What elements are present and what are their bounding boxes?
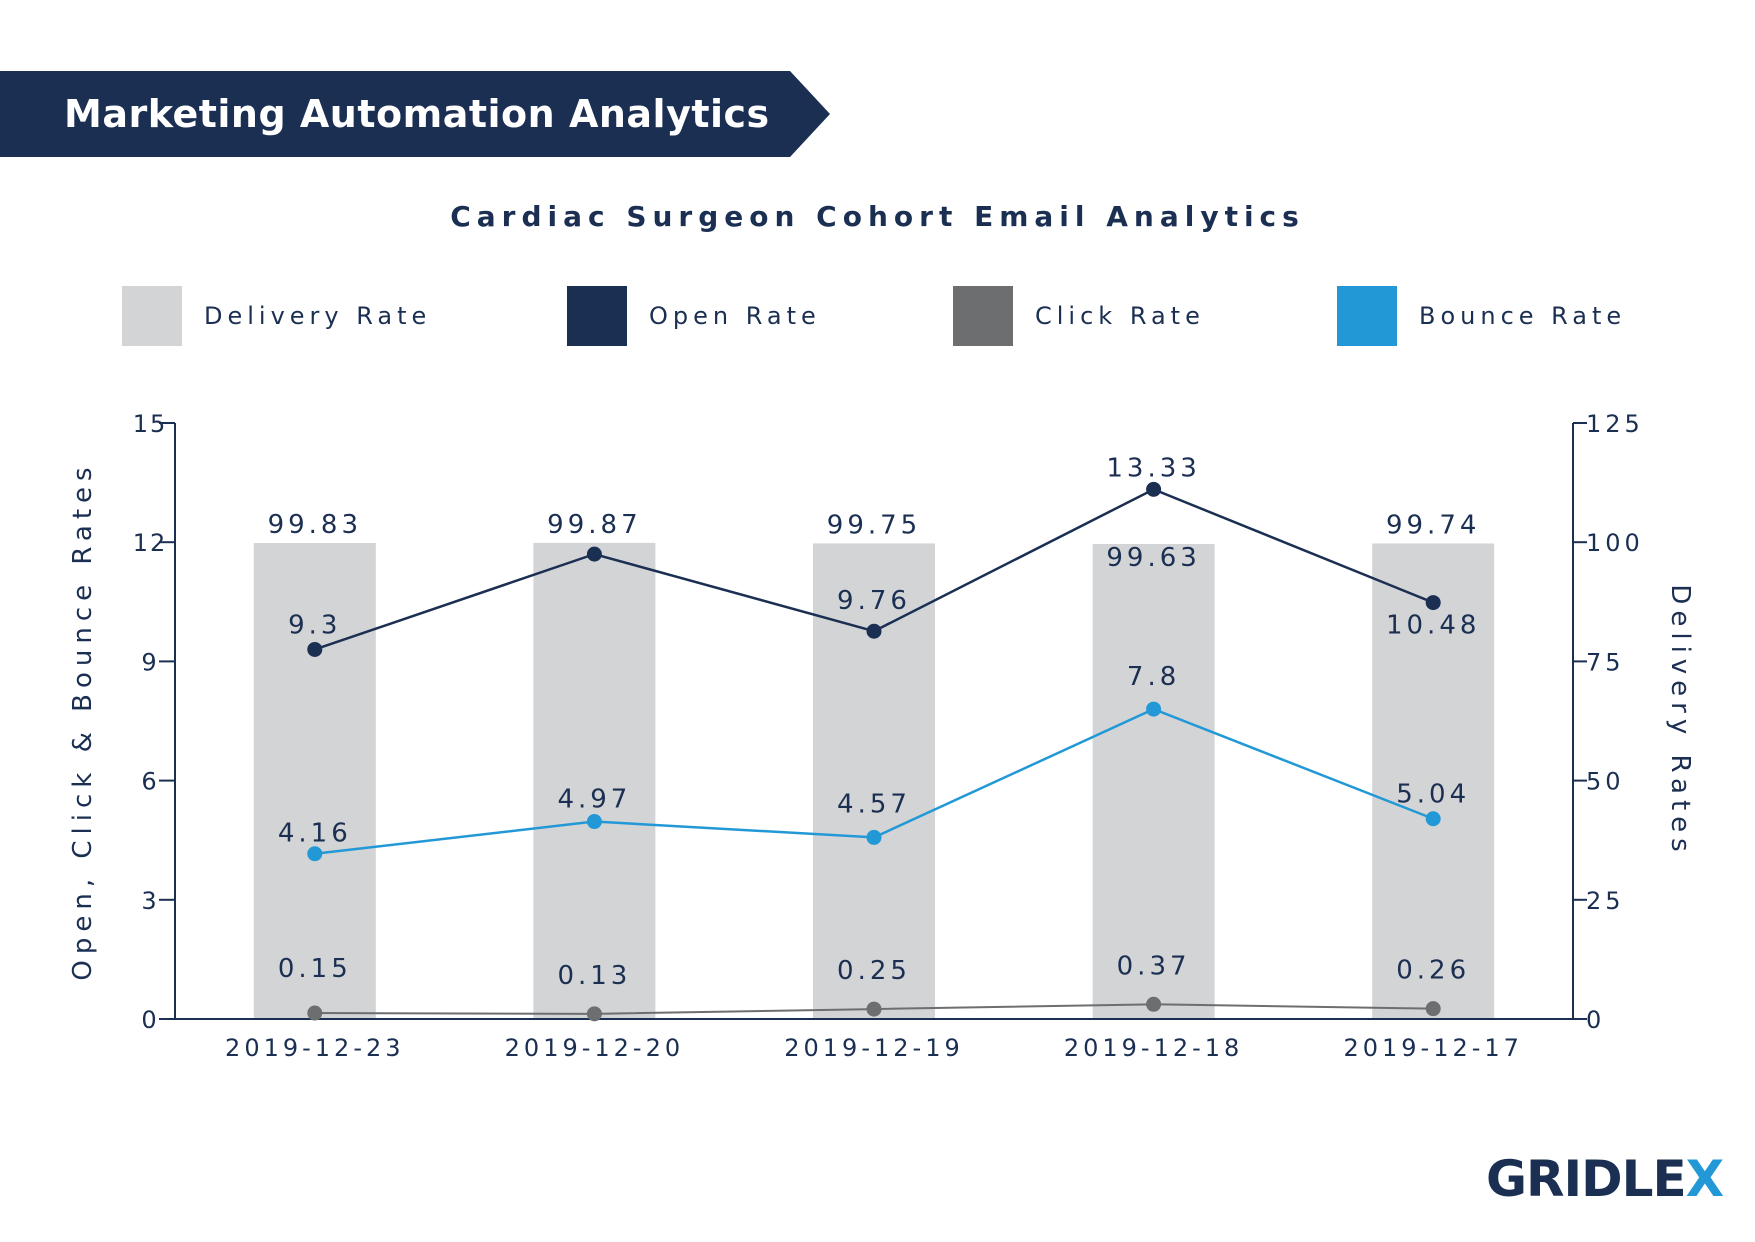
right-tick-label: 100 xyxy=(1586,529,1644,557)
left-axis-title: Open, Click & Bounce Rates xyxy=(68,461,98,980)
legend-label-delivery: Delivery Rate xyxy=(204,302,432,330)
x-tick-label: 2019-12-20 xyxy=(505,1034,684,1062)
open-rate-point xyxy=(307,641,323,657)
legend-label-click: Click Rate xyxy=(1035,302,1205,330)
click-value-label: 0.37 xyxy=(1117,951,1191,981)
open-value-label: 10.48 xyxy=(1386,611,1480,641)
bounce-rate-point xyxy=(1146,701,1162,717)
bounce-rate-point xyxy=(586,814,602,830)
click-value-label: 0.13 xyxy=(557,961,631,991)
right-tick-label: 50 xyxy=(1586,768,1625,796)
delivery-bar xyxy=(813,543,935,1019)
bounce-rate-point xyxy=(866,829,882,845)
bounce-value-label: 5.04 xyxy=(1396,780,1470,810)
click-rate-point xyxy=(307,1005,323,1021)
right-tick-label: 75 xyxy=(1586,648,1625,676)
click-value-label: 0.26 xyxy=(1396,956,1470,986)
bounce-value-label: 4.57 xyxy=(837,789,911,819)
x-tick-label: 2019-12-19 xyxy=(784,1034,963,1062)
click-rate-point xyxy=(1146,996,1162,1012)
legend-label-open: Open Rate xyxy=(649,302,821,330)
x-tick-label: 2019-12-17 xyxy=(1343,1034,1522,1062)
delivery-bar xyxy=(533,542,656,1019)
open-value-label: 13.33 xyxy=(1106,453,1200,483)
right-axis-title: Delivery Rates xyxy=(1665,584,1695,857)
open-rate-point xyxy=(866,623,882,639)
legend-swatch-delivery xyxy=(122,286,182,346)
legend-label-bounce: Bounce Rate xyxy=(1419,302,1627,330)
click-rate-point xyxy=(866,1001,882,1017)
click-value-label: 0.25 xyxy=(837,956,911,986)
chart-title: Cardiac Surgeon Cohort Email Analytics xyxy=(450,200,1305,233)
bounce-value-label: 4.16 xyxy=(278,819,352,849)
legend-swatch-open xyxy=(567,286,627,346)
bounce-value-label: 4.97 xyxy=(557,785,631,815)
click-value-label: 0.15 xyxy=(278,954,352,984)
open-rate-point xyxy=(1146,481,1162,497)
page-title: Marketing Automation Analytics xyxy=(64,92,770,136)
left-tick-label: 9 xyxy=(141,648,158,676)
bounce-value-label: 7.8 xyxy=(1127,662,1180,692)
delivery-bar xyxy=(1092,543,1215,1019)
left-tick-label: 3 xyxy=(141,887,158,915)
left-tick-label: 12 xyxy=(133,529,168,557)
x-tick-label: 2019-12-23 xyxy=(225,1034,404,1062)
open-value-label: 9.3 xyxy=(288,610,341,640)
x-tick-label: 2019-12-18 xyxy=(1064,1034,1243,1062)
legend-item-delivery: Delivery Rate xyxy=(122,286,431,346)
click-rate-point xyxy=(586,1006,602,1022)
legend-item-bounce: Bounce Rate xyxy=(1337,286,1626,346)
gridlex-logo: GRIDLEX xyxy=(1486,1150,1724,1208)
click-rate-point xyxy=(1425,1001,1441,1017)
chart-legend: Delivery Rate Open Rate Click Rate Bounc… xyxy=(0,286,1755,346)
delivery-value-label: 99.87 xyxy=(547,510,641,540)
delivery-value-label: 99.63 xyxy=(1106,543,1200,573)
legend-item-click: Click Rate xyxy=(953,286,1205,346)
left-tick-label: 15 xyxy=(133,410,168,438)
legend-swatch-bounce xyxy=(1337,286,1397,346)
bounce-rate-point xyxy=(307,846,323,862)
open-rate-point xyxy=(586,546,602,562)
left-tick-label: 6 xyxy=(141,768,158,796)
delivery-bar xyxy=(1372,543,1495,1019)
legend-swatch-click xyxy=(953,286,1013,346)
open-value-label: 9.76 xyxy=(837,586,911,616)
banner-shape xyxy=(0,71,830,157)
open-rate-point xyxy=(1425,595,1441,611)
bounce-rate-point xyxy=(1425,811,1441,827)
right-tick-label: 125 xyxy=(1586,410,1644,438)
legend-item-open: Open Rate xyxy=(567,286,821,346)
delivery-bar xyxy=(253,543,376,1019)
delivery-value-label: 99.75 xyxy=(827,510,921,540)
right-tick-label: 0 xyxy=(1586,1006,1605,1034)
right-tick-label: 25 xyxy=(1586,887,1625,915)
delivery-value-label: 99.83 xyxy=(268,510,362,540)
header-banner: Marketing Automation Analytics xyxy=(0,71,830,157)
delivery-value-label: 99.74 xyxy=(1386,510,1480,540)
left-tick-label: 0 xyxy=(141,1006,158,1034)
